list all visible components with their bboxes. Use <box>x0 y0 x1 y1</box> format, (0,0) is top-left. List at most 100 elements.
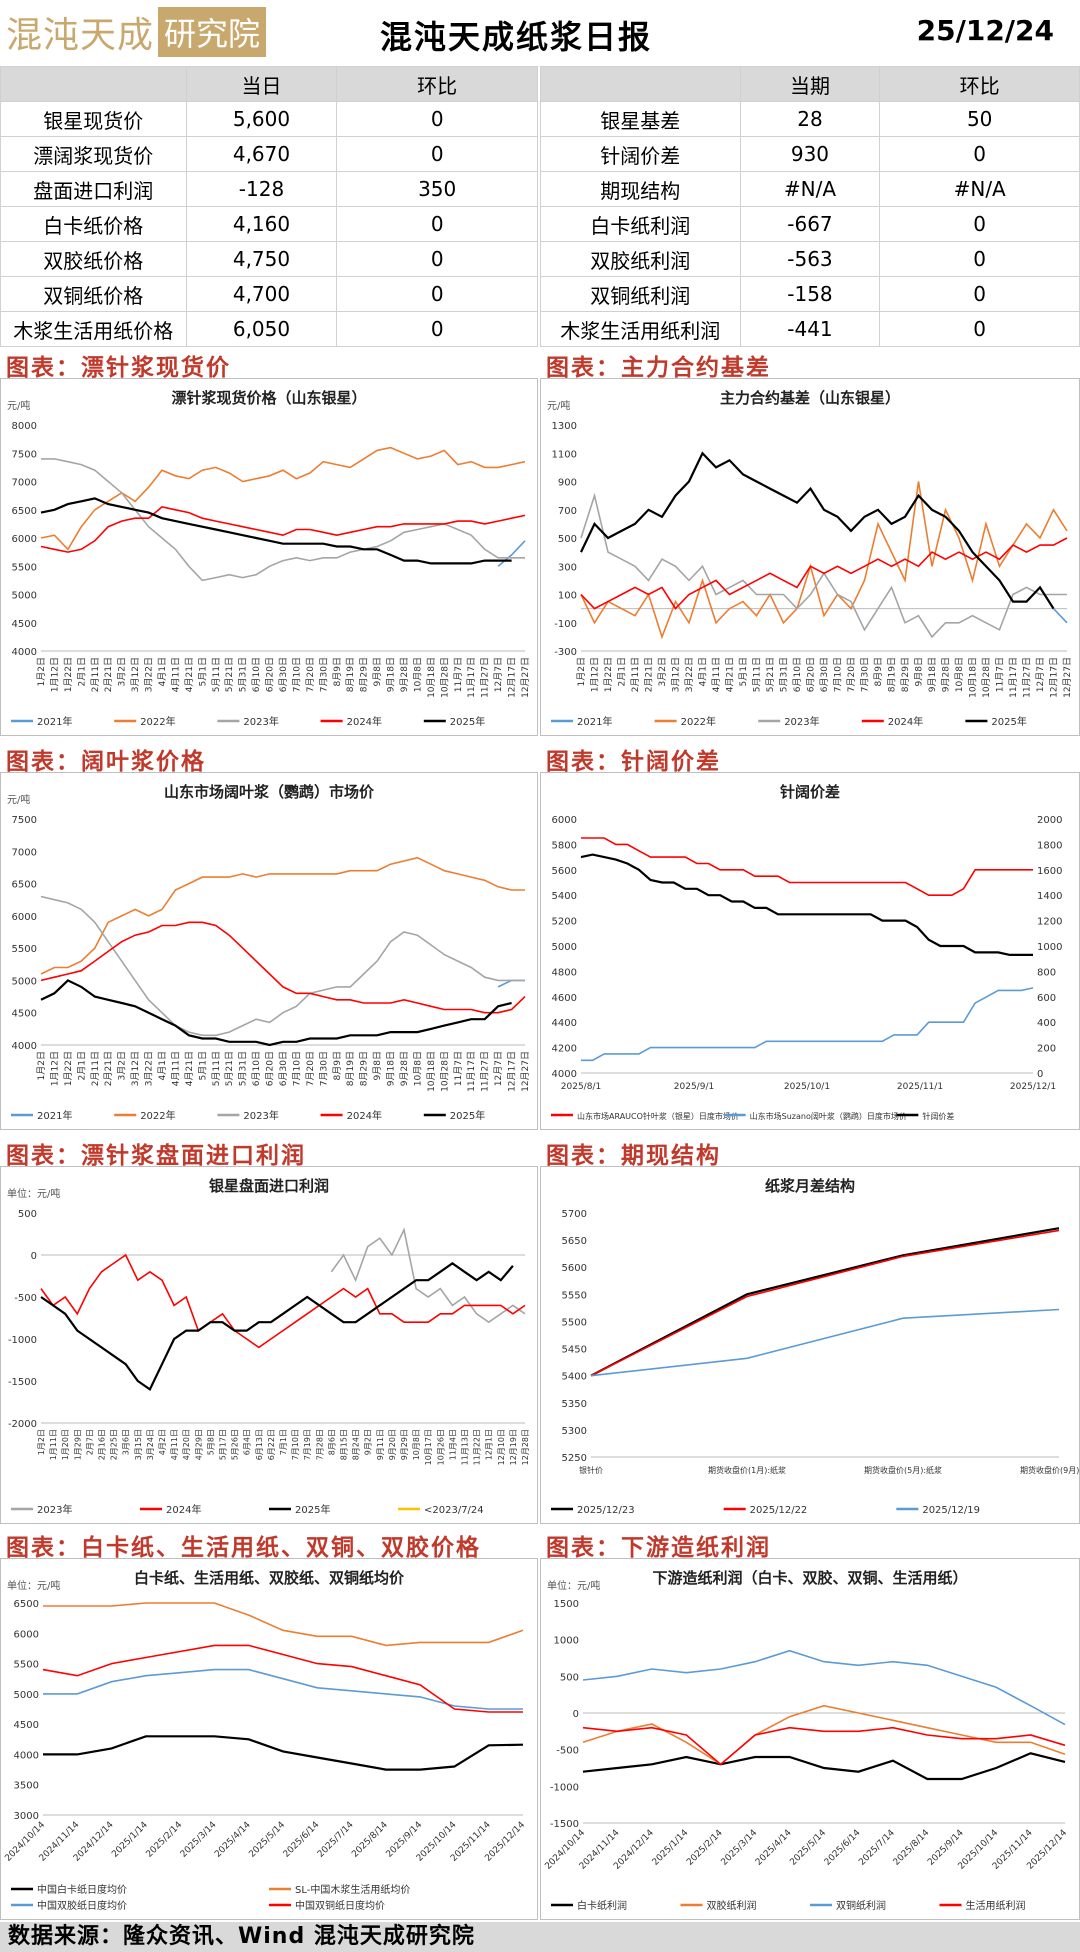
x-tick-label: 2月16日 <box>98 1429 107 1460</box>
right-table-row: 木浆生活用纸利润 -441 0 <box>540 311 1080 347</box>
legend-label: 2025年 <box>450 715 485 728</box>
series-line <box>580 451 1055 610</box>
x-tick-label: 8月29日 <box>359 657 370 692</box>
x-tick-label: 4月2日 <box>158 1429 167 1455</box>
x-tick-label: 3月22日 <box>144 657 155 692</box>
y-tick-label: 0 <box>31 1251 37 1262</box>
section-title-import-profit: 图表：漂针浆盘面进口利润 <box>6 1143 306 1169</box>
section-title-bleached-softwood-spot: 图表：漂针浆现货价 <box>6 355 231 381</box>
x-tick-label: 12月27日 <box>1062 657 1073 698</box>
x-tick-label: 期货收盘价(9月):纸浆 <box>1020 1465 1079 1475</box>
x-tick-label: 1月11日 <box>49 1429 58 1460</box>
x-tick-label: 11月27日 <box>480 1051 491 1092</box>
x-tick-label: 2025/9/1 <box>674 1082 714 1092</box>
x-tick-label: 1月2日 <box>36 657 47 686</box>
x-tick-label: 9月28日 <box>399 657 410 692</box>
x-tick-label: 2月21日 <box>103 657 114 692</box>
x-tick-label: 3月12日 <box>130 1051 141 1086</box>
x-tick-label: 11月7日 <box>995 657 1006 692</box>
x-tick-label: 5月1日 <box>197 657 208 686</box>
left-cell-change: 0 <box>336 241 538 277</box>
y-tick-label: 5650 <box>562 1236 587 1247</box>
x-tick-label: 10月8日 <box>412 1429 421 1460</box>
left-cell-label: 漂阔浆现货价 <box>0 136 187 172</box>
series-line <box>582 1704 1066 1766</box>
x-tick-label: 2025/8/1 <box>561 1082 601 1092</box>
x-tick-label: 2025/8/14 <box>350 1820 390 1860</box>
x-tick-label: 1月12日 <box>49 657 60 692</box>
chart-title: 白卡纸、生活用纸、双胶纸、双铜纸均价 <box>134 1569 405 1587</box>
y-tick-label: -100 <box>554 619 577 630</box>
y-tick-label: 6500 <box>14 1599 39 1610</box>
left-header-blank <box>0 66 187 102</box>
legend-label: 生活用纸利润 <box>966 1899 1026 1912</box>
right-cell-value: -441 <box>739 311 881 347</box>
x-tick-label: 9月8日 <box>372 1051 383 1080</box>
series-line <box>582 1649 1066 1726</box>
x-tick-label: 2025/5/14 <box>788 1828 828 1868</box>
y-tick-label: 4800 <box>552 967 577 978</box>
right-cell-value: -667 <box>739 206 881 242</box>
y2-tick-label: 800 <box>1037 967 1056 978</box>
y-tick-label: 4400 <box>552 1018 577 1029</box>
x-tick-label: 7月20日 <box>305 1051 316 1086</box>
y-tick-label: 7000 <box>12 478 37 489</box>
section-title-term-structure: 图表：期现结构 <box>546 1143 721 1169</box>
y-tick-label: 5350 <box>562 1399 587 1410</box>
chart-basis: 主力合约基差（山东银星） 元/吨 -300 -100 100 300 500 700 900 11… <box>547 389 1073 728</box>
series-line <box>40 506 526 553</box>
section-title-paper-profit: 图表：下游造纸利润 <box>546 1535 771 1561</box>
chart-title: 漂针浆现货价格（山东银星） <box>171 389 366 407</box>
y2-tick-label: 1600 <box>1037 866 1062 877</box>
series-line <box>40 1253 526 1349</box>
x-tick-label: 2025/5/14 <box>247 1820 287 1860</box>
x-tick-label: 5月17日 <box>219 1429 228 1460</box>
y-tick-label: 7500 <box>12 449 37 460</box>
section-title-spread: 图表：针阔价差 <box>546 749 721 775</box>
x-tick-label: 2月21日 <box>103 1051 114 1086</box>
legend-label: 中国双胶纸日度均价 <box>37 1899 127 1912</box>
x-tick-label: 2025/8/14 <box>892 1828 932 1868</box>
series-line <box>581 987 1034 1062</box>
x-tick-label: 8月9日 <box>332 1051 343 1080</box>
x-tick-label: 12月7日 <box>493 657 504 692</box>
y-tick-label: 5000 <box>12 976 37 987</box>
x-tick-label: 5月1日 <box>738 657 749 686</box>
legend-label: 2024年 <box>166 1503 201 1516</box>
x-tick-label: 2025/3/14 <box>179 1820 219 1860</box>
right-cell-change: 50 <box>879 101 1080 137</box>
x-tick-label: 11月4日 <box>448 1429 457 1460</box>
x-tick-label: 3月6日 <box>122 1429 131 1455</box>
x-tick-label: 1月2日 <box>36 1051 47 1080</box>
right-table-row: 银星基差 28 50 <box>540 101 1080 137</box>
section-title-paper-prices: 图表：白卡纸、生活用纸、双铜、双胶价格 <box>6 1535 481 1561</box>
right-cell-label: 木浆生活用纸利润 <box>540 311 741 347</box>
x-tick-label: 11月17日 <box>466 657 477 698</box>
y2-tick-label: 200 <box>1037 1044 1056 1055</box>
legend-label: 中国白卡纸日度均价 <box>37 1883 127 1896</box>
x-tick-label: 10月18日 <box>968 657 979 698</box>
right-table-row: 针阔价差 930 0 <box>540 136 1080 172</box>
x-tick-label: 9月8日 <box>914 657 925 686</box>
series-line <box>497 979 525 988</box>
x-tick-label: 5月31日 <box>238 657 249 692</box>
brand-logo: 混沌天成 研究院 <box>6 6 267 58</box>
right-header-period: 当期 <box>739 66 881 102</box>
y2-tick-label: 1000 <box>1037 942 1062 953</box>
x-tick-label: 3月12日 <box>671 657 682 692</box>
x-tick-label: 5月21日 <box>224 657 235 692</box>
y-tick-label: 5500 <box>14 1660 39 1671</box>
left-cell-value: 4,160 <box>185 206 338 242</box>
left-cell-label: 银星现货价 <box>0 101 187 137</box>
legend-label: 双铜纸利润 <box>836 1899 886 1912</box>
right-cell-label: 白卡纸利润 <box>540 206 741 242</box>
y-tick-label: 5600 <box>562 1263 587 1274</box>
x-tick-label: 7月10日 <box>833 657 844 692</box>
x-tick-label: 3月2日 <box>657 657 668 686</box>
x-tick-label: 7月1日 <box>279 1429 288 1455</box>
x-tick-label: 7月30日 <box>318 657 329 692</box>
x-tick-label: 4月29日 <box>194 1429 203 1460</box>
x-tick-label: 10月17日 <box>424 1429 433 1465</box>
x-tick-label: 2月11日 <box>630 657 641 692</box>
y2-tick-label: 0 <box>1037 1069 1043 1080</box>
